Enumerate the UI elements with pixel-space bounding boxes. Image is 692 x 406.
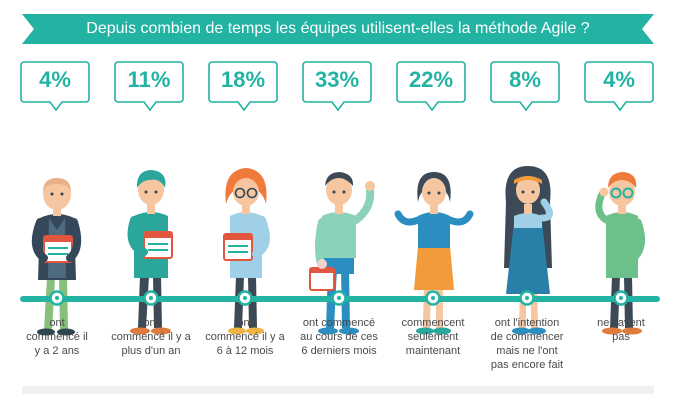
percent-value: 8% xyxy=(509,67,541,92)
woman-with-glasses-illustration xyxy=(223,168,270,335)
boy-waving-illustration xyxy=(309,172,375,335)
page-title: Depuis combien de temps les équipes util… xyxy=(86,20,590,37)
stat-column-2: 11% ont commencé il y a plus d'un an xyxy=(106,60,196,380)
title-banner: Depuis combien de temps les équipes util… xyxy=(22,14,654,44)
speech-bubble xyxy=(302,61,372,112)
timeline-dot xyxy=(613,290,629,306)
speech-bubble xyxy=(584,61,654,112)
stat-label: ont commencé il y a plus d'un an xyxy=(111,317,191,357)
percent-value: 22% xyxy=(408,67,454,92)
speech-bubble xyxy=(114,61,184,112)
speech-bubble xyxy=(490,61,560,112)
stat-column-6: 8% ont l'intention de commencer mais ne … xyxy=(482,60,572,380)
stat-label: ne savent pas xyxy=(597,317,645,343)
stat-label: ont commencé il y a 2 ans xyxy=(26,317,88,357)
percent-value: 33% xyxy=(314,67,360,92)
percent-value: 4% xyxy=(39,67,71,92)
man-with-calendar-illustration xyxy=(127,170,173,335)
percent-value: 11% xyxy=(127,67,171,92)
timeline-dot xyxy=(143,290,159,306)
woman-thinking-illustration xyxy=(504,166,553,335)
stat-column-3: 18% ont commencé il y a 6 à 12 mois xyxy=(200,60,290,380)
stat-label: commencent seulement maintenant xyxy=(401,317,465,357)
stat-label: ont commencé il y a 6 à 12 mois xyxy=(205,317,285,357)
stat-column-4: 33% ont commencé au cours de ces 6 derni… xyxy=(294,60,384,380)
timeline-dot xyxy=(331,290,347,306)
woman-arms-open-illustration xyxy=(394,172,474,335)
percent-value: 4% xyxy=(603,67,635,92)
timeline-dot xyxy=(237,290,253,306)
timeline-dot xyxy=(519,290,535,306)
stat-column-7: 4% ne savent pas xyxy=(576,60,666,380)
percent-value: 18% xyxy=(220,67,266,92)
timeline-dot xyxy=(425,290,441,306)
speech-bubble xyxy=(396,61,466,112)
timeline-dot xyxy=(49,290,65,306)
speech-bubble xyxy=(208,61,278,112)
stat-column-5: 22% commencent seulement maintenant xyxy=(388,60,478,380)
bald-man-illustration xyxy=(31,178,82,336)
banner-shape xyxy=(22,14,654,44)
stat-column-1: 4% ont commencé il y a 2 ans xyxy=(12,60,102,380)
man-with-glasses-illustration xyxy=(595,172,645,335)
footer-divider xyxy=(22,386,654,394)
stat-label: ont l'intention de commencer mais ne l'o… xyxy=(490,317,564,371)
stat-label: ont commencé au cours de ces 6 derniers … xyxy=(300,317,378,357)
speech-bubble xyxy=(20,61,90,112)
